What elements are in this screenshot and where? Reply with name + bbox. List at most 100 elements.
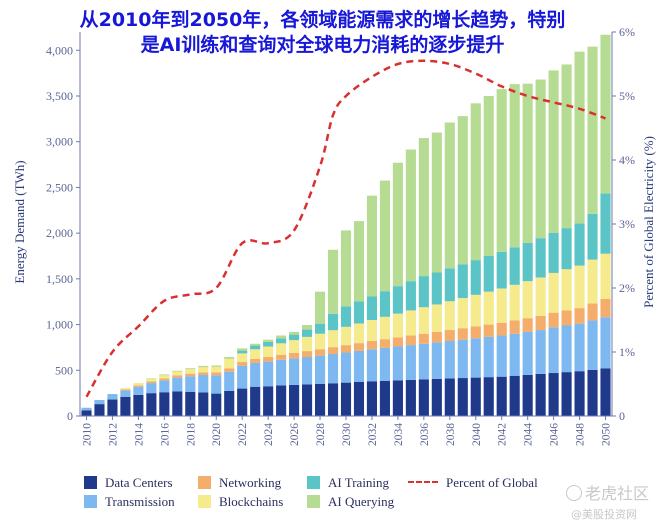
bar-networking-2027 [302, 351, 313, 358]
bar-blockchains-2019 [198, 367, 209, 373]
bar-transmission-2019 [198, 375, 209, 393]
bar-transmission-2045 [535, 330, 546, 374]
bar-data-centers-2050 [600, 368, 611, 416]
bar-data-centers-2014 [133, 394, 144, 416]
bar-networking-2021 [224, 368, 235, 372]
y2-tick-label: 2% [619, 281, 635, 295]
legend-item-transmission: Transmission [84, 494, 175, 510]
x-tick-label: 2040 [471, 423, 483, 446]
bar-transmission-2048 [574, 323, 585, 372]
bar-data-centers-2036 [418, 379, 429, 416]
bar-networking-2030 [340, 345, 352, 353]
bar-transmission-2035 [405, 345, 416, 380]
x-tick-label: 2042 [497, 423, 509, 446]
bar-transmission-2044 [522, 331, 533, 375]
bar-networking-2035 [405, 335, 416, 346]
bar-ai-querying-2026 [289, 331, 300, 335]
bar-ai-querying-2048 [574, 51, 585, 224]
bar-transmission-2031 [353, 350, 365, 382]
x-tick-label: 2010 [82, 423, 94, 446]
bar-ai-training-2040 [470, 260, 481, 295]
bar-networking-2018 [185, 373, 196, 377]
x-tick-label: 2020 [211, 423, 223, 446]
legend-item-ai-querying: AI Querying [307, 494, 394, 510]
bar-blockchains-2044 [522, 281, 533, 319]
bar-networking-2038 [444, 330, 455, 342]
bar-networking-2049 [587, 303, 598, 321]
x-tick-label: 2048 [575, 423, 587, 446]
x-tick-label: 2030 [341, 423, 353, 446]
x-tick-label: 2016 [159, 423, 171, 446]
bar-networking-2020 [211, 372, 222, 376]
bar-networking-2045 [535, 315, 546, 331]
legend-item-percent-of-global: Percent of Global [408, 475, 538, 491]
bar-blockchains-2028 [314, 333, 326, 350]
bar-ai-querying-2039 [457, 116, 468, 265]
bar-blockchains-2035 [405, 310, 416, 336]
legend-item-blockchains: Blockchains [198, 494, 283, 510]
bar-ai-training-2047 [561, 228, 572, 270]
bar-blockchains-2033 [379, 316, 390, 340]
bar-networking-2040 [470, 326, 481, 339]
y-tick-label: 4,000 [46, 43, 73, 57]
bar-ai-training-2033 [379, 291, 390, 317]
bar-ai-querying-2027 [302, 325, 313, 330]
bar-blockchains-2029 [327, 330, 339, 348]
bar-networking-2037 [431, 331, 442, 343]
bar-transmission-2011 [94, 400, 105, 405]
bar-networking-2041 [483, 324, 494, 337]
bar-ai-querying-2046 [548, 70, 559, 233]
bar-blockchains-2037 [431, 304, 442, 332]
bar-ai-training-2026 [289, 334, 300, 341]
bar-transmission-2039 [457, 339, 468, 379]
bar-ai-querying-2047 [561, 64, 572, 229]
bar-ai-training-2028 [314, 323, 326, 334]
y-tick-label: 3,000 [46, 135, 73, 149]
bar-blockchains-2034 [392, 313, 403, 338]
bar-ai-querying-2035 [405, 149, 416, 282]
bar-data-centers-2017 [172, 391, 183, 416]
y2-tick-label: 4% [619, 153, 635, 167]
bar-transmission-2032 [366, 349, 378, 382]
bar-blockchains-2041 [483, 291, 494, 325]
legend-label: Blockchains [219, 494, 284, 509]
bar-transmission-2021 [224, 371, 235, 391]
bar-networking-2028 [314, 349, 326, 356]
y-tick-label: 2,000 [46, 226, 73, 240]
bar-blockchains-2046 [548, 272, 559, 313]
bar-ai-training-2035 [405, 281, 416, 311]
bar-data-centers-2027 [302, 384, 313, 416]
bar-data-centers-2035 [405, 379, 416, 416]
bar-ai-training-2027 [302, 329, 313, 337]
bar-networking-2050 [600, 298, 611, 318]
bar-ai-querying-2050 [600, 34, 611, 194]
bar-blockchains-2016 [159, 375, 170, 379]
bar-data-centers-2040 [470, 377, 481, 416]
bar-data-centers-2045 [535, 373, 546, 416]
bar-transmission-2038 [444, 341, 455, 379]
bar-ai-training-2029 [327, 313, 339, 331]
legend-swatch-blockchains [198, 495, 211, 508]
bar-ai-training-2024 [263, 341, 274, 347]
bar-transmission-2041 [483, 336, 494, 378]
x-tick-label: 2032 [367, 423, 379, 446]
bar-transmission-2018 [185, 376, 196, 392]
bar-ai-querying-2045 [535, 79, 546, 239]
legend-swatch-networking [198, 476, 211, 489]
bar-networking-2036 [418, 333, 429, 344]
bar-ai-querying-2034 [392, 162, 403, 287]
legend-label: Data Centers [105, 475, 173, 490]
bar-ai-querying-2015 [146, 378, 157, 379]
bar-blockchains-2042 [496, 288, 507, 323]
bar-blockchains-2024 [263, 346, 274, 358]
bar-data-centers-2048 [574, 371, 585, 416]
x-tick-label: 2028 [315, 423, 327, 446]
x-tick-label: 2050 [601, 423, 613, 446]
bar-blockchains-2045 [535, 277, 546, 316]
bar-blockchains-2023 [250, 349, 261, 359]
bar-transmission-2034 [392, 346, 403, 381]
bar-ai-querying-2016 [159, 374, 170, 376]
x-tick-label: 2014 [133, 423, 145, 446]
bar-blockchains-2013 [120, 388, 131, 390]
bar-transmission-2025 [276, 359, 287, 386]
